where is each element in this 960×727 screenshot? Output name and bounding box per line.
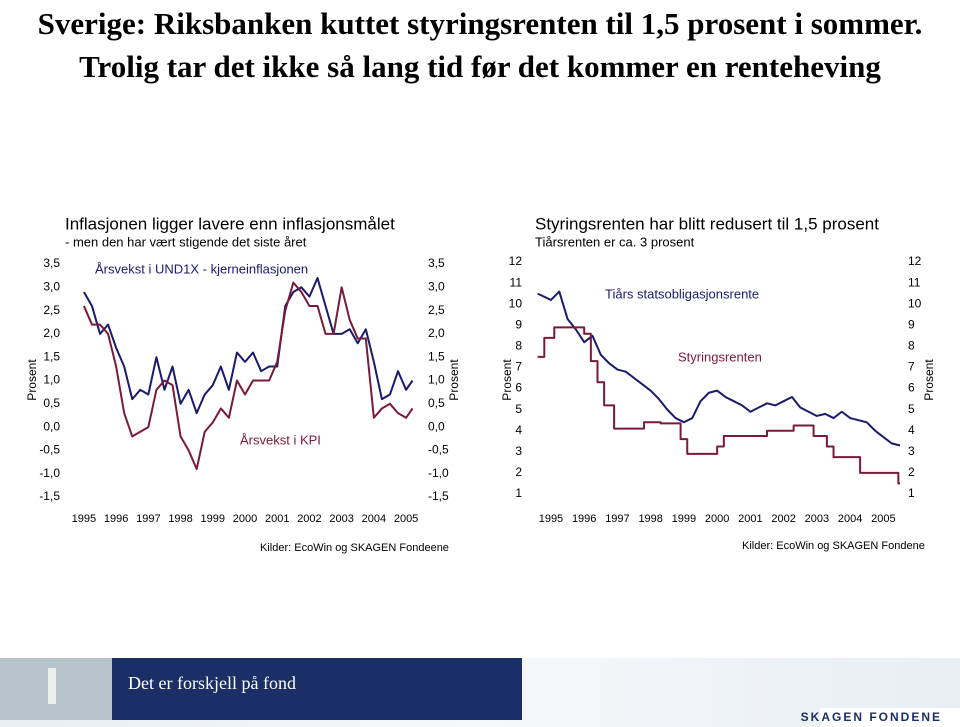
y2-tick-label: 6 <box>908 381 915 395</box>
y-tick-label: 5 <box>515 402 522 416</box>
y-tick-label: 10 <box>509 296 523 310</box>
y-tick-label: 2,0 <box>43 326 60 340</box>
x-tick-label: 2004 <box>838 513 862 525</box>
x-tick-label: 1999 <box>672 513 696 525</box>
x-tick-label: 1997 <box>605 513 629 525</box>
y-tick-label: 2,5 <box>43 303 60 317</box>
logo-box <box>820 708 960 727</box>
x-tick-label: 2002 <box>297 513 321 525</box>
source-note: Kilder: EcoWin og SKAGEN Fondene <box>742 540 925 552</box>
y2-axis-label: Prosent <box>447 359 461 401</box>
x-tick-label: 1997 <box>136 513 160 525</box>
series-line <box>83 281 414 471</box>
lighthouse <box>48 668 56 704</box>
y-tick-label: 3,5 <box>43 256 60 270</box>
x-tick-label: 2000 <box>233 513 257 525</box>
y-tick-label: 0,5 <box>43 396 60 410</box>
y-tick-label: 12 <box>509 254 523 268</box>
y-tick-label: 4 <box>515 423 522 437</box>
y2-tick-label: 7 <box>908 360 915 374</box>
y-tick-label: 1,5 <box>43 349 60 363</box>
chart-subtitle: - men den har vært stigende det siste år… <box>65 234 307 249</box>
y2-tick-label: 2,0 <box>428 326 445 340</box>
x-tick-label: 2001 <box>265 513 289 525</box>
x-tick-label: 1995 <box>72 513 96 525</box>
y-tick-label: 2 <box>515 465 522 479</box>
y2-tick-label: 1 <box>908 486 915 500</box>
y-tick-label: 6 <box>515 381 522 395</box>
y2-tick-label: 2,5 <box>428 303 445 317</box>
y2-tick-label: 3,5 <box>428 256 445 270</box>
series-line <box>537 326 901 485</box>
chart-subtitle: Tiårsrenten er ca. 3 prosent <box>535 234 695 249</box>
y-tick-label: 7 <box>515 360 522 374</box>
y2-tick-label: -1,0 <box>428 466 449 480</box>
y-tick-label: 3 <box>515 444 522 458</box>
x-tick-label: 2005 <box>394 513 418 525</box>
y-tick-label: -0,5 <box>39 443 60 457</box>
y-axis-label: Prosent <box>25 359 39 401</box>
x-tick-label: 2003 <box>805 513 829 525</box>
y-tick-label: 9 <box>515 317 522 331</box>
y-tick-label: 1,0 <box>43 373 60 387</box>
x-tick-label: 2001 <box>738 513 762 525</box>
y2-tick-label: 12 <box>908 254 922 268</box>
x-tick-label: 2004 <box>362 513 386 525</box>
footer-slogan-box <box>112 658 522 720</box>
series-line <box>83 276 414 415</box>
y-tick-label: 3,0 <box>43 279 60 293</box>
slide-title: Sverige: Riksbanken kuttet styringsrente… <box>37 6 923 84</box>
y2-tick-label: -0,5 <box>428 443 449 457</box>
y2-tick-label: 0,0 <box>428 419 445 433</box>
chart-title: Inflasjonen ligger lavere enn inflasjons… <box>65 214 395 233</box>
y-tick-label: -1,0 <box>39 466 60 480</box>
y2-tick-label: 9 <box>908 317 915 331</box>
source-note: Kilder: EcoWin og SKAGEN Fondeene <box>260 542 449 554</box>
x-tick-label: 1998 <box>168 513 192 525</box>
x-tick-label: 2003 <box>329 513 353 525</box>
y2-axis-label: Prosent <box>922 359 936 401</box>
y2-tick-label: 11 <box>908 275 921 289</box>
x-tick-label: 2005 <box>871 513 895 525</box>
y2-tick-label: -1,5 <box>428 489 449 503</box>
x-tick-label: 1996 <box>104 513 128 525</box>
series-label: Årsvekst i KPI <box>240 432 321 447</box>
chart-title: Styringsrenten har blitt redusert til 1,… <box>535 214 879 233</box>
y2-tick-label: 5 <box>908 402 915 416</box>
series-line <box>537 290 901 447</box>
x-tick-label: 2000 <box>705 513 729 525</box>
y2-tick-label: 1,5 <box>428 349 445 363</box>
series-label: Styringsrenten <box>678 349 762 364</box>
y-tick-label: 11 <box>510 275 523 289</box>
y-tick-label: -1,5 <box>39 489 60 503</box>
x-tick-label: 2002 <box>771 513 795 525</box>
y2-tick-label: 3,0 <box>428 279 445 293</box>
x-tick-label: 1996 <box>572 513 596 525</box>
x-tick-label: 1995 <box>539 513 563 525</box>
footer-slogan: Det er forskjell på fond <box>128 673 296 693</box>
y2-tick-label: 2 <box>908 465 915 479</box>
y-tick-label: 0,0 <box>43 419 60 433</box>
y2-tick-label: 0,5 <box>428 396 445 410</box>
y-tick-label: 1 <box>515 486 522 500</box>
x-tick-label: 1998 <box>638 513 662 525</box>
x-tick-label: 1999 <box>201 513 225 525</box>
y2-tick-label: 10 <box>908 296 922 310</box>
logo: SKAGEN FONDENE <box>801 710 942 724</box>
y-tick-label: 8 <box>515 339 522 353</box>
series-label: Årsvekst i UND1X - kjerneinflasjonen <box>95 261 308 276</box>
y2-tick-label: 4 <box>908 423 915 437</box>
y2-tick-label: 1,0 <box>428 373 445 387</box>
y2-tick-label: 8 <box>908 339 915 353</box>
y-axis-label: Prosent <box>500 359 514 401</box>
y2-tick-label: 3 <box>908 444 915 458</box>
series-label: Tiårs statsobligasjonsrente <box>605 286 759 301</box>
